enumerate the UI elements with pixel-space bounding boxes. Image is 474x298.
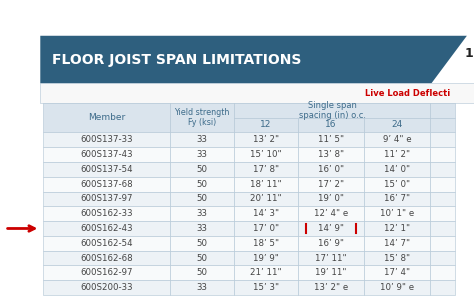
Text: 19’ 0": 19’ 0" xyxy=(318,194,344,204)
Text: 12’ 4" e: 12’ 4" e xyxy=(314,209,348,218)
Text: 13’ 2": 13’ 2" xyxy=(253,135,279,144)
Text: 19’ 9": 19’ 9" xyxy=(253,254,279,263)
Text: 600S137-43: 600S137-43 xyxy=(80,150,133,159)
Text: 33: 33 xyxy=(197,224,208,233)
Text: 15’ 10": 15’ 10" xyxy=(250,150,282,159)
Text: 14’ 0": 14’ 0" xyxy=(384,165,410,174)
Text: 17’ 11": 17’ 11" xyxy=(315,254,347,263)
Text: 18’ 5": 18’ 5" xyxy=(253,239,279,248)
Text: 15’ 0": 15’ 0" xyxy=(384,180,410,189)
Text: 600S137-97: 600S137-97 xyxy=(80,194,133,204)
Text: 10’ 9" e: 10’ 9" e xyxy=(380,283,414,292)
Text: 16’ 9": 16’ 9" xyxy=(318,239,344,248)
Text: 16: 16 xyxy=(325,120,337,130)
Text: 50: 50 xyxy=(197,254,208,263)
Text: 600S200-33: 600S200-33 xyxy=(80,283,133,292)
Text: 600S137-54: 600S137-54 xyxy=(80,165,133,174)
Text: 50: 50 xyxy=(197,194,208,204)
Text: 600S162-43: 600S162-43 xyxy=(80,224,133,233)
Text: 50: 50 xyxy=(197,180,208,189)
Text: 12’ 1": 12’ 1" xyxy=(384,224,410,233)
Text: 14’ 9": 14’ 9" xyxy=(318,224,344,233)
Text: FLOOR JOIST SPAN LIMITATIONS: FLOOR JOIST SPAN LIMITATIONS xyxy=(52,53,301,66)
Text: 21’ 11": 21’ 11" xyxy=(250,268,282,277)
Text: 17’ 4": 17’ 4" xyxy=(384,268,410,277)
Text: 13’ 8": 13’ 8" xyxy=(318,150,344,159)
Text: 16’ 7": 16’ 7" xyxy=(384,194,410,204)
Text: 11’ 5": 11’ 5" xyxy=(318,135,344,144)
Text: Yield strength
Fy (ksi): Yield strength Fy (ksi) xyxy=(174,108,230,127)
Text: 24: 24 xyxy=(392,120,403,130)
Text: 17’ 2": 17’ 2" xyxy=(318,180,344,189)
Text: 17’ 8": 17’ 8" xyxy=(253,165,279,174)
Text: 11’ 2": 11’ 2" xyxy=(384,150,410,159)
Text: 50: 50 xyxy=(197,165,208,174)
Text: 600S137-33: 600S137-33 xyxy=(80,135,133,144)
Text: 33: 33 xyxy=(197,283,208,292)
Text: 10’ 1" e: 10’ 1" e xyxy=(380,209,414,218)
Text: 16’ 0": 16’ 0" xyxy=(318,165,344,174)
Text: 50: 50 xyxy=(197,268,208,277)
Text: 33: 33 xyxy=(197,135,208,144)
Text: Single span
spacing (in) o.c.: Single span spacing (in) o.c. xyxy=(299,100,366,120)
Text: 9’ 4" e: 9’ 4" e xyxy=(383,135,411,144)
Text: Member: Member xyxy=(88,113,125,122)
Text: 600S162-54: 600S162-54 xyxy=(80,239,133,248)
Text: 600S162-97: 600S162-97 xyxy=(80,268,133,277)
Text: 12: 12 xyxy=(260,120,272,130)
Text: 14’ 3": 14’ 3" xyxy=(253,209,279,218)
Text: 10psf D: 10psf D xyxy=(465,47,474,60)
Text: 600S162-33: 600S162-33 xyxy=(80,209,133,218)
Text: 14’ 7": 14’ 7" xyxy=(384,239,410,248)
Text: 33: 33 xyxy=(197,150,208,159)
Text: 50: 50 xyxy=(197,239,208,248)
Text: 15’ 3": 15’ 3" xyxy=(253,283,279,292)
Text: 600S162-68: 600S162-68 xyxy=(80,254,133,263)
Text: 33: 33 xyxy=(197,209,208,218)
Text: 20’ 11": 20’ 11" xyxy=(250,194,282,204)
Text: 19’ 11": 19’ 11" xyxy=(315,268,347,277)
Text: 17’ 0": 17’ 0" xyxy=(253,224,279,233)
Text: 15’ 8": 15’ 8" xyxy=(384,254,410,263)
Text: Live Load Deflecti: Live Load Deflecti xyxy=(365,89,450,98)
Text: 18’ 11": 18’ 11" xyxy=(250,180,282,189)
Text: 13’ 2" e: 13’ 2" e xyxy=(314,283,348,292)
Text: 600S137-68: 600S137-68 xyxy=(80,180,133,189)
